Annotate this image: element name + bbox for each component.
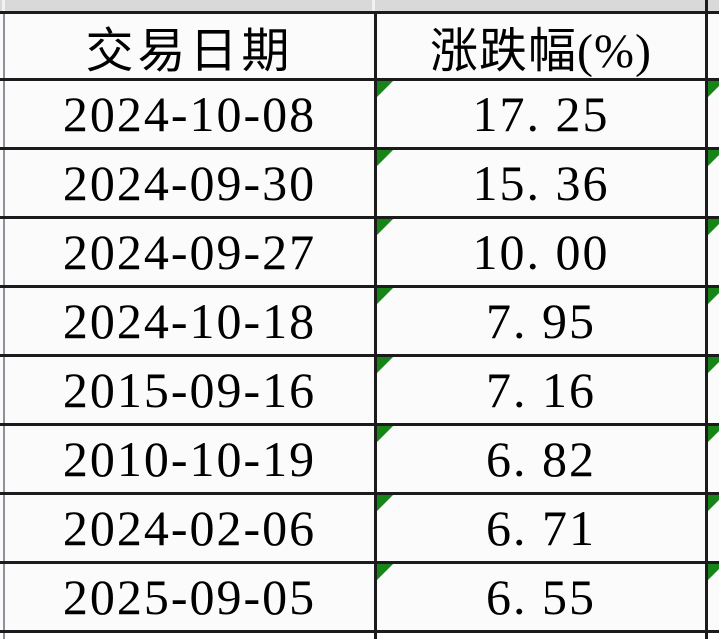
text-format-flag-icon: [708, 564, 719, 580]
left-partial-cell: [0, 357, 5, 423]
change-cell[interactable]: 17. 25: [377, 81, 708, 147]
text-format-flag-icon: [708, 288, 719, 304]
column-header-change[interactable]: 涨跌幅(%): [377, 14, 708, 78]
text-format-flag-icon: [377, 357, 393, 373]
change-cell[interactable]: 6. 82: [377, 426, 708, 492]
text-format-flag-icon: [377, 495, 393, 511]
change-cell[interactable]: 15. 36: [377, 150, 708, 216]
left-partial-cell: [0, 81, 5, 147]
text-format-flag-icon: [708, 150, 719, 166]
text-format-flag-icon: [377, 219, 393, 235]
left-partial-cell: [0, 426, 5, 492]
text-format-flag-icon: [377, 150, 393, 166]
left-partial-cell: [0, 288, 5, 354]
change-cell[interactable]: 7. 16: [377, 357, 708, 423]
partial-row-below: [0, 633, 719, 639]
text-format-flag-icon: [708, 357, 719, 373]
table-border-segment: [705, 0, 708, 11]
text-format-flag-icon: [708, 81, 719, 97]
table-row: 2010-10-19 6. 82: [0, 426, 719, 495]
table-row: 2025-09-05 6. 55: [0, 564, 719, 633]
table: 交易日期 涨跌幅(%) 2024-10-08 17. 25 2024-09-30…: [0, 11, 719, 639]
change-cell[interactable]: 10. 00: [377, 219, 708, 285]
right-partial-cell: [708, 357, 719, 423]
date-cell[interactable]: 2024-09-30: [5, 150, 377, 216]
text-format-flag-icon: [377, 288, 393, 304]
right-partial-cell: [708, 81, 719, 147]
column-header-date[interactable]: 交易日期: [5, 14, 377, 78]
right-partial-cell: [708, 219, 719, 285]
header-row: 交易日期 涨跌幅(%): [0, 14, 719, 81]
table-row: 2024-02-06 6. 71: [0, 495, 719, 564]
table-row: 2024-10-18 7. 95: [0, 288, 719, 357]
date-cell[interactable]: 2024-09-27: [5, 219, 377, 285]
left-partial-cell: [0, 633, 5, 639]
table-row: 2024-10-08 17. 25: [0, 81, 719, 150]
left-partial-cell: [0, 219, 5, 285]
table-row: 2024-09-27 10. 00: [0, 219, 719, 288]
left-partial-cell: [0, 150, 5, 216]
text-format-flag-icon: [377, 426, 393, 442]
text-format-flag-icon: [708, 426, 719, 442]
text-format-flag-icon: [708, 219, 719, 235]
right-partial-cell: [708, 633, 719, 639]
change-cell[interactable]: 6. 55: [377, 564, 708, 630]
right-partial-cell: [708, 564, 719, 630]
right-partial-cell: [708, 14, 719, 78]
table-row: 2024-09-30 15. 36: [0, 150, 719, 219]
column-gridline: [2, 0, 5, 11]
left-partial-cell: [0, 14, 5, 78]
right-partial-cell: [708, 150, 719, 216]
partial-row-above: [0, 0, 719, 11]
right-partial-cell: [708, 495, 719, 561]
date-cell[interactable]: 2025-09-05: [5, 564, 377, 630]
left-partial-cell: [0, 564, 5, 630]
left-partial-cell: [0, 495, 5, 561]
date-cell[interactable]: 2024-10-18: [5, 288, 377, 354]
date-cell[interactable]: 2010-10-19: [5, 426, 377, 492]
date-cell[interactable]: 2015-09-16: [5, 357, 377, 423]
column-gridline: [372, 0, 375, 11]
date-cell[interactable]: 2024-02-06: [5, 495, 377, 561]
change-cell[interactable]: 6. 71: [377, 495, 708, 561]
right-partial-cell: [708, 288, 719, 354]
right-partial-cell: [708, 426, 719, 492]
table-row: 2015-09-16 7. 16: [0, 357, 719, 426]
text-format-flag-icon: [377, 81, 393, 97]
change-cell[interactable]: 7. 95: [377, 288, 708, 354]
date-cell[interactable]: 2024-10-08: [5, 81, 377, 147]
partial-cell: [377, 633, 708, 639]
text-format-flag-icon: [708, 495, 719, 511]
partial-cell: [5, 633, 377, 639]
text-format-flag-icon: [377, 564, 393, 580]
